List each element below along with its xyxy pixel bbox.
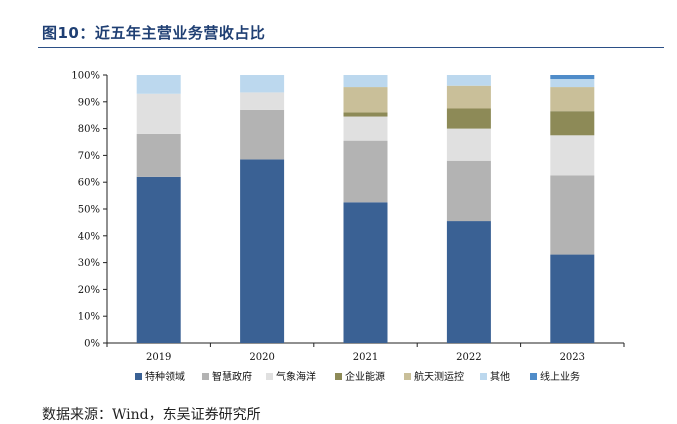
bar-segment [343,202,388,343]
bar-segment [343,140,388,203]
legend-swatch [335,373,342,380]
bar-segment [550,254,595,343]
bar-segment [446,160,491,222]
y-tick-label: 30% [78,258,100,269]
x-tick-label: 2020 [249,352,274,363]
bar-segment [550,111,595,136]
legend-swatch [530,373,537,380]
stacked-bar-chart: 0% 10% 20% 30% 40% 50% 60% 70% 80% 90% 100% 2019 202… [71,71,625,383]
y-tick-label: 50% [78,205,100,216]
bar-segment [446,108,491,129]
legend-label: 智慧政府 [212,370,252,383]
x-tick-label: 2019 [146,352,171,363]
x-tick-label: 2022 [456,352,481,363]
y-tick-label: 10% [78,312,100,323]
bar-segment [550,175,595,255]
data-source: 数据来源：Wind，东吴证券研究所 [42,407,261,423]
y-tick-label: 20% [78,285,100,296]
bar-segment [136,93,181,134]
legend-label: 航天测运控 [414,370,464,383]
legend-label: 特种领域 [145,370,185,383]
bar-segment [550,75,595,80]
legend-swatch [135,373,142,380]
legend-label: 线上业务 [540,370,580,383]
legend-swatch [404,373,411,380]
legend-swatch [480,373,487,380]
legend-swatch [202,373,209,380]
x-tick-label: 2021 [353,352,378,363]
figure-title: 图10：近五年主营业务营收占比 [42,24,266,42]
bar-segment [550,135,595,176]
bar-segment [550,79,595,88]
y-tick-label: 0% [84,339,100,350]
bar-segment [240,92,285,110]
legend-label: 其他 [490,370,510,383]
bar-segment [240,159,285,343]
bar-segment [343,112,388,117]
bar-segment [240,75,285,93]
y-tick-label: 80% [78,124,100,135]
bar-segment [343,75,388,88]
bar-segment [446,221,491,343]
bar-segment [240,109,285,160]
bar-segment [446,85,491,109]
bar-segment [343,87,388,113]
y-tick-label: 40% [78,231,100,242]
bar-segment [446,128,491,161]
bar-segment [136,176,181,343]
legend-swatch [266,373,273,380]
legend: 特种领域 智慧政府 气象海洋 企业能源 航天测运控 其他 线上业务 [135,370,580,383]
bar-segment [343,116,388,141]
plot-area: 0% 10% 20% 30% 40% 50% 60% 70% 80% 90% 100% 2019 202… [71,71,625,363]
legend-label: 企业能源 [345,370,385,383]
y-tick-label: 100% [71,71,100,82]
title-rule [38,47,664,48]
bar-segment [136,133,181,177]
bar-segment [446,75,491,86]
x-tick-label: 2023 [560,352,585,363]
y-tick-label: 70% [78,151,100,162]
y-tick-label: 90% [78,97,100,108]
bar-segment [550,87,595,112]
y-tick-label: 60% [78,178,100,189]
legend-label: 气象海洋 [276,370,316,383]
bar-segment [136,75,181,94]
